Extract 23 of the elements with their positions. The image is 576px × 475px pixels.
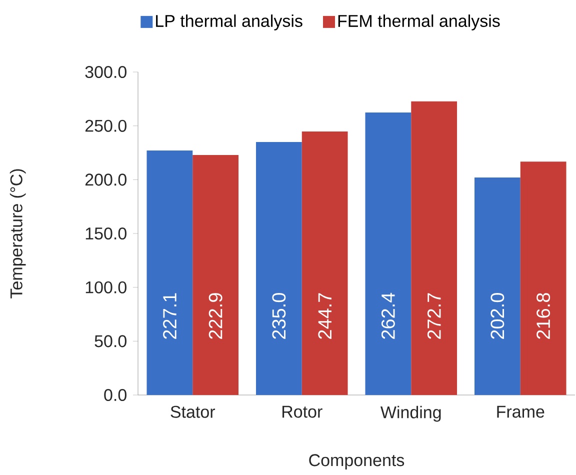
- data-label: 262.4: [381, 292, 395, 339]
- x-tick-label: Winding: [380, 406, 441, 422]
- data-label: 272.7: [427, 293, 441, 339]
- x-tick-label: Stator: [170, 406, 216, 418]
- x-tick-label: Frame: [497, 406, 544, 418]
- y-tick-label: 100.0: [86, 281, 126, 294]
- y-tick-label: 300.0: [85, 66, 126, 78]
- data-label: 222.9: [208, 293, 222, 339]
- x-tick-label: Rotor: [282, 406, 322, 418]
- data-label: 235.0: [272, 293, 286, 339]
- y-tick-label: 250.0: [85, 120, 126, 132]
- legend-label: FEM thermal analysis: [338, 14, 500, 30]
- y-tick-label: 50.0: [94, 335, 126, 348]
- y-tick-label: 200.0: [85, 174, 126, 186]
- data-label: 244.7: [318, 293, 332, 339]
- legend-label: LP thermal analysis: [156, 14, 302, 30]
- y-tick-label: 0.0: [104, 388, 126, 402]
- data-label: 227.1: [163, 293, 176, 339]
- data-label: 216.8: [536, 293, 550, 339]
- x-axis-title: Components: [309, 454, 404, 470]
- data-label: 202.0: [490, 293, 504, 339]
- y-axis-title: Temperature (°C): [10, 169, 26, 298]
- y-tick-label: 150.0: [86, 227, 126, 240]
